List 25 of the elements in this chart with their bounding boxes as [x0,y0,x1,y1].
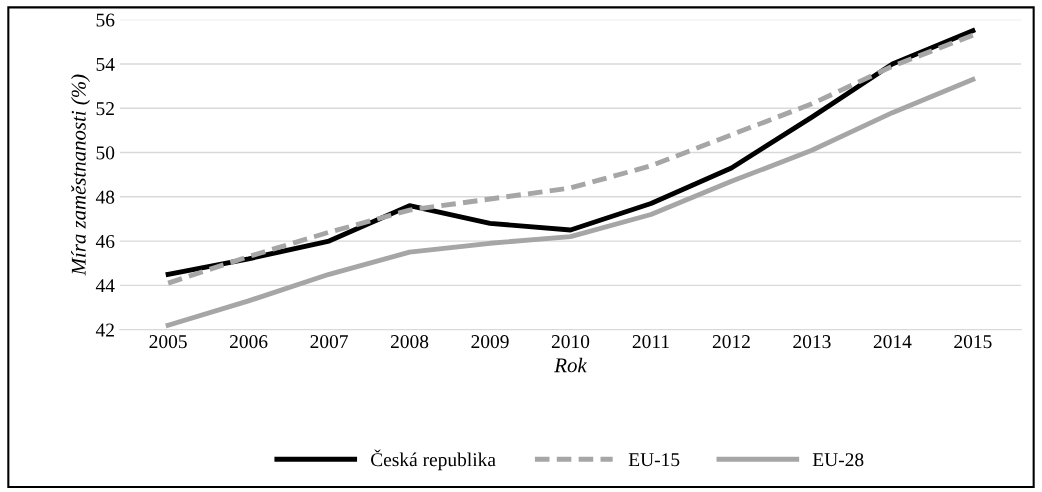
x-tick-label: 2006 [230,335,268,349]
x-axis-title: Rok [554,357,587,373]
y-tick-label: 50 [96,146,115,160]
x-tick-label: 2012 [712,335,750,349]
y-tick-label: 56 [96,13,115,27]
y-tick-label: 42 [95,323,114,337]
x-tick-label: 2007 [310,335,348,349]
x-tick-label: 2014 [873,335,912,349]
x-tick-label: 2008 [390,335,429,349]
y-tick-label: 48 [95,190,115,204]
y-tick-label: 46 [95,234,115,249]
x-tick-label: 2010 [551,335,590,349]
x-tick-label: 2015 [954,335,992,349]
y-tick-label: 52 [96,102,114,116]
x-tick-label: 2011 [632,335,669,349]
legend-label: EU-15 [628,453,680,467]
legend-label: Česká republika [370,449,496,471]
y-tick-label: 54 [96,57,115,71]
x-tick-label: 2013 [793,335,831,349]
y-tick-label: 44 [95,279,115,293]
y-axis-title: Míra zaměstnanosti (%) [71,74,90,276]
x-tick-label: 2009 [471,335,509,349]
x-tick-label: 2005 [149,335,187,349]
line-series [165,77,976,328]
legend-label: EU-28 [812,453,864,467]
